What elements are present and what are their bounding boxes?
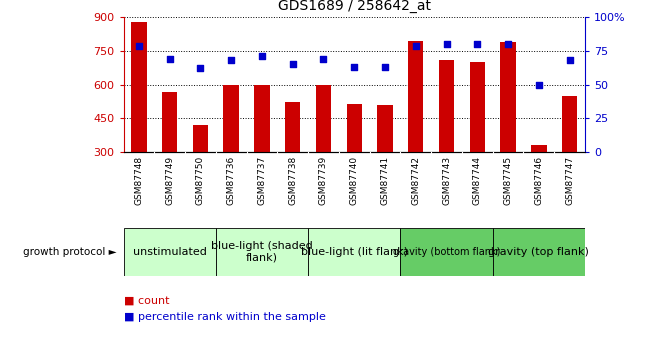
- Bar: [531, 145, 547, 152]
- Text: unstimulated: unstimulated: [133, 247, 207, 257]
- Point: [195, 66, 205, 71]
- Bar: [500, 42, 515, 152]
- Text: ■ count: ■ count: [124, 295, 169, 305]
- Point: [134, 43, 144, 48]
- Text: GSM87736: GSM87736: [227, 156, 236, 205]
- Bar: [308, 228, 400, 276]
- Bar: [316, 85, 331, 152]
- Text: GSM87740: GSM87740: [350, 156, 359, 205]
- Point: [287, 61, 298, 67]
- Bar: [400, 228, 493, 276]
- Text: GSM87738: GSM87738: [288, 156, 297, 205]
- Text: GSM87743: GSM87743: [442, 156, 451, 205]
- Text: GSM87747: GSM87747: [565, 156, 574, 205]
- Bar: [408, 41, 423, 152]
- Bar: [562, 96, 577, 152]
- Text: ■ percentile rank within the sample: ■ percentile rank within the sample: [124, 313, 326, 322]
- Text: gravity (bottom flank): gravity (bottom flank): [393, 247, 500, 257]
- Text: GSM87744: GSM87744: [473, 156, 482, 205]
- Bar: [131, 22, 146, 152]
- Bar: [346, 104, 362, 152]
- Point: [472, 41, 482, 47]
- Bar: [439, 60, 454, 152]
- Point: [349, 64, 359, 70]
- Point: [564, 58, 575, 63]
- Bar: [216, 228, 308, 276]
- Text: gravity (top flank): gravity (top flank): [488, 247, 590, 257]
- Bar: [224, 85, 239, 152]
- Point: [257, 53, 267, 59]
- Point: [534, 82, 544, 87]
- Point: [411, 43, 421, 48]
- Bar: [124, 228, 216, 276]
- Point: [441, 41, 452, 47]
- Point: [503, 41, 514, 47]
- Text: blue-light (lit flank): blue-light (lit flank): [301, 247, 408, 257]
- Bar: [469, 62, 485, 152]
- Text: GSM87750: GSM87750: [196, 156, 205, 205]
- Text: GSM87749: GSM87749: [165, 156, 174, 205]
- Point: [318, 56, 329, 62]
- Point: [226, 58, 237, 63]
- Bar: [285, 102, 300, 152]
- Bar: [493, 228, 585, 276]
- Bar: [377, 105, 393, 152]
- Bar: [192, 125, 208, 152]
- Text: GSM87745: GSM87745: [504, 156, 513, 205]
- Text: GSM87739: GSM87739: [319, 156, 328, 205]
- Text: GSM87737: GSM87737: [257, 156, 266, 205]
- Text: GSM87741: GSM87741: [380, 156, 389, 205]
- Text: GSM87742: GSM87742: [411, 156, 421, 205]
- Text: GSM87748: GSM87748: [135, 156, 144, 205]
- Point: [164, 56, 175, 62]
- Text: growth protocol ►: growth protocol ►: [23, 247, 117, 257]
- Text: GSM87746: GSM87746: [534, 156, 543, 205]
- Text: blue-light (shaded
flank): blue-light (shaded flank): [211, 241, 313, 263]
- Bar: [254, 85, 270, 152]
- Title: GDS1689 / 258642_at: GDS1689 / 258642_at: [278, 0, 431, 13]
- Bar: [162, 92, 177, 152]
- Point: [380, 64, 390, 70]
